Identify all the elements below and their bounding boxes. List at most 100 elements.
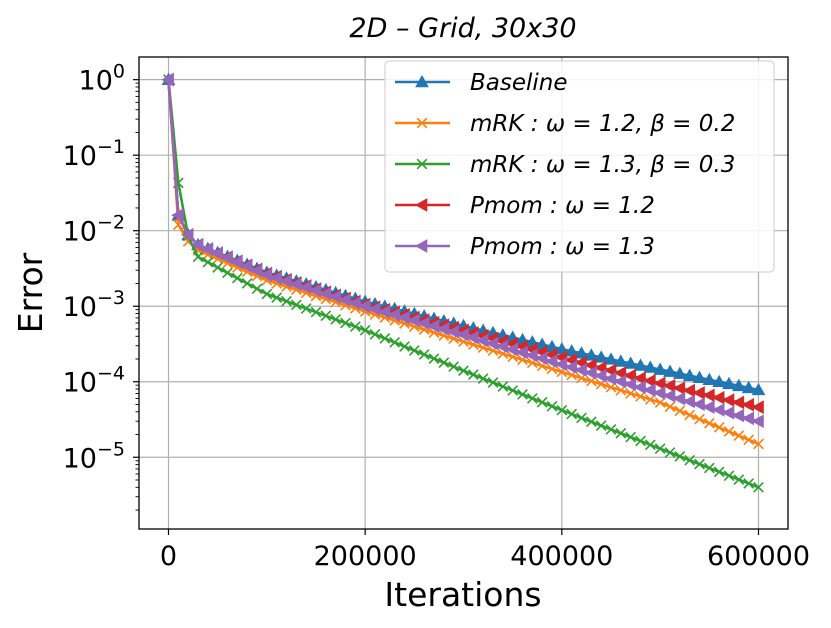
data-point — [576, 412, 587, 424]
y-tick-label: 10−1 — [63, 136, 125, 172]
data-point — [603, 371, 617, 386]
data-point — [643, 383, 656, 397]
data-point — [202, 256, 214, 268]
data-point — [654, 443, 666, 455]
data-point — [544, 354, 558, 369]
data-point — [407, 313, 420, 328]
data-point — [408, 345, 420, 356]
data-point — [623, 368, 636, 383]
data-point — [703, 417, 715, 429]
legend-marker — [415, 74, 429, 88]
data-point — [556, 404, 568, 416]
x-tick-label: 400000 — [510, 541, 613, 572]
legend-box — [384, 60, 775, 273]
legend-entry: mRK : ω = 1.2, β = 0.2 — [395, 111, 735, 137]
data-point — [712, 403, 725, 417]
data-point — [741, 397, 754, 412]
y-tick-label: 10−5 — [63, 438, 125, 474]
legend-marker — [416, 158, 428, 170]
legend-entry: Pmom : ω = 1.3 — [395, 234, 655, 260]
series-2 — [163, 74, 764, 493]
data-point — [733, 430, 745, 442]
legend-marker — [414, 198, 428, 212]
data-point — [613, 366, 627, 380]
legend-entry: mRK : ω = 1.3, β = 0.3 — [395, 152, 735, 178]
series-4 — [161, 72, 764, 429]
data-point — [387, 307, 400, 322]
data-point — [723, 470, 735, 482]
data-point — [692, 397, 705, 412]
data-point — [682, 383, 695, 398]
data-point — [192, 251, 204, 263]
data-point — [643, 373, 656, 388]
data-point — [318, 286, 332, 301]
data-point — [240, 259, 253, 274]
data-point — [623, 377, 636, 392]
data-point — [526, 392, 538, 404]
data-point — [654, 397, 666, 408]
data-point — [753, 438, 764, 450]
legend-label: Pmom : ω = 1.3 — [470, 234, 655, 260]
data-point — [653, 376, 666, 391]
data-point — [487, 377, 499, 388]
data-point — [751, 400, 764, 415]
data-point — [613, 354, 628, 367]
data-point — [251, 283, 263, 295]
data-point — [340, 317, 351, 329]
data-point — [358, 299, 371, 314]
data-point — [625, 431, 637, 443]
data-point — [564, 344, 579, 357]
data-point — [348, 296, 361, 310]
y-tick-label: 10−3 — [63, 287, 125, 323]
data-point — [171, 208, 184, 223]
x-tick-label: 0 — [160, 541, 177, 572]
data-point — [635, 391, 646, 402]
data-point — [731, 408, 745, 423]
data-point — [279, 274, 292, 288]
data-point — [181, 228, 194, 242]
data-point — [644, 439, 656, 451]
data-point — [684, 454, 696, 466]
data-point — [644, 394, 656, 405]
data-point — [338, 293, 351, 307]
data-point — [230, 255, 243, 269]
data-point — [190, 237, 204, 252]
data-point — [721, 405, 735, 420]
data-point — [210, 246, 223, 261]
data-point — [713, 422, 725, 433]
data-point — [535, 351, 548, 366]
data-point — [161, 72, 174, 87]
data-point — [613, 374, 627, 389]
data-point — [397, 310, 410, 325]
data-point — [702, 388, 715, 403]
data-point — [664, 401, 676, 413]
data-point — [694, 413, 705, 425]
data-point — [733, 474, 745, 485]
legend-label: Pmom : ω = 1.2 — [470, 193, 655, 219]
data-point — [623, 356, 638, 369]
data-point — [751, 414, 764, 429]
legend-label: Baseline — [470, 70, 568, 96]
data-point — [692, 370, 707, 383]
data-point — [731, 378, 746, 392]
data-point — [672, 381, 686, 396]
legend-label: mRK : ω = 1.3, β = 0.3 — [470, 152, 735, 178]
data-point — [379, 333, 391, 344]
data-point — [554, 357, 568, 372]
data-point — [436, 322, 450, 336]
data-point — [359, 324, 371, 336]
data-point — [712, 390, 725, 405]
data-point — [456, 327, 469, 342]
data-point — [625, 387, 637, 399]
data-point — [633, 358, 648, 371]
data-point — [231, 272, 243, 284]
data-point — [605, 424, 617, 435]
data-point — [448, 361, 460, 373]
data-point — [615, 427, 627, 439]
data-point — [517, 389, 528, 400]
legend-label: mRK : ω = 1.2, β = 0.2 — [470, 111, 735, 137]
x-tick-label: 200000 — [314, 541, 417, 572]
data-point — [300, 303, 312, 314]
data-point — [369, 328, 381, 340]
data-point — [249, 263, 263, 278]
